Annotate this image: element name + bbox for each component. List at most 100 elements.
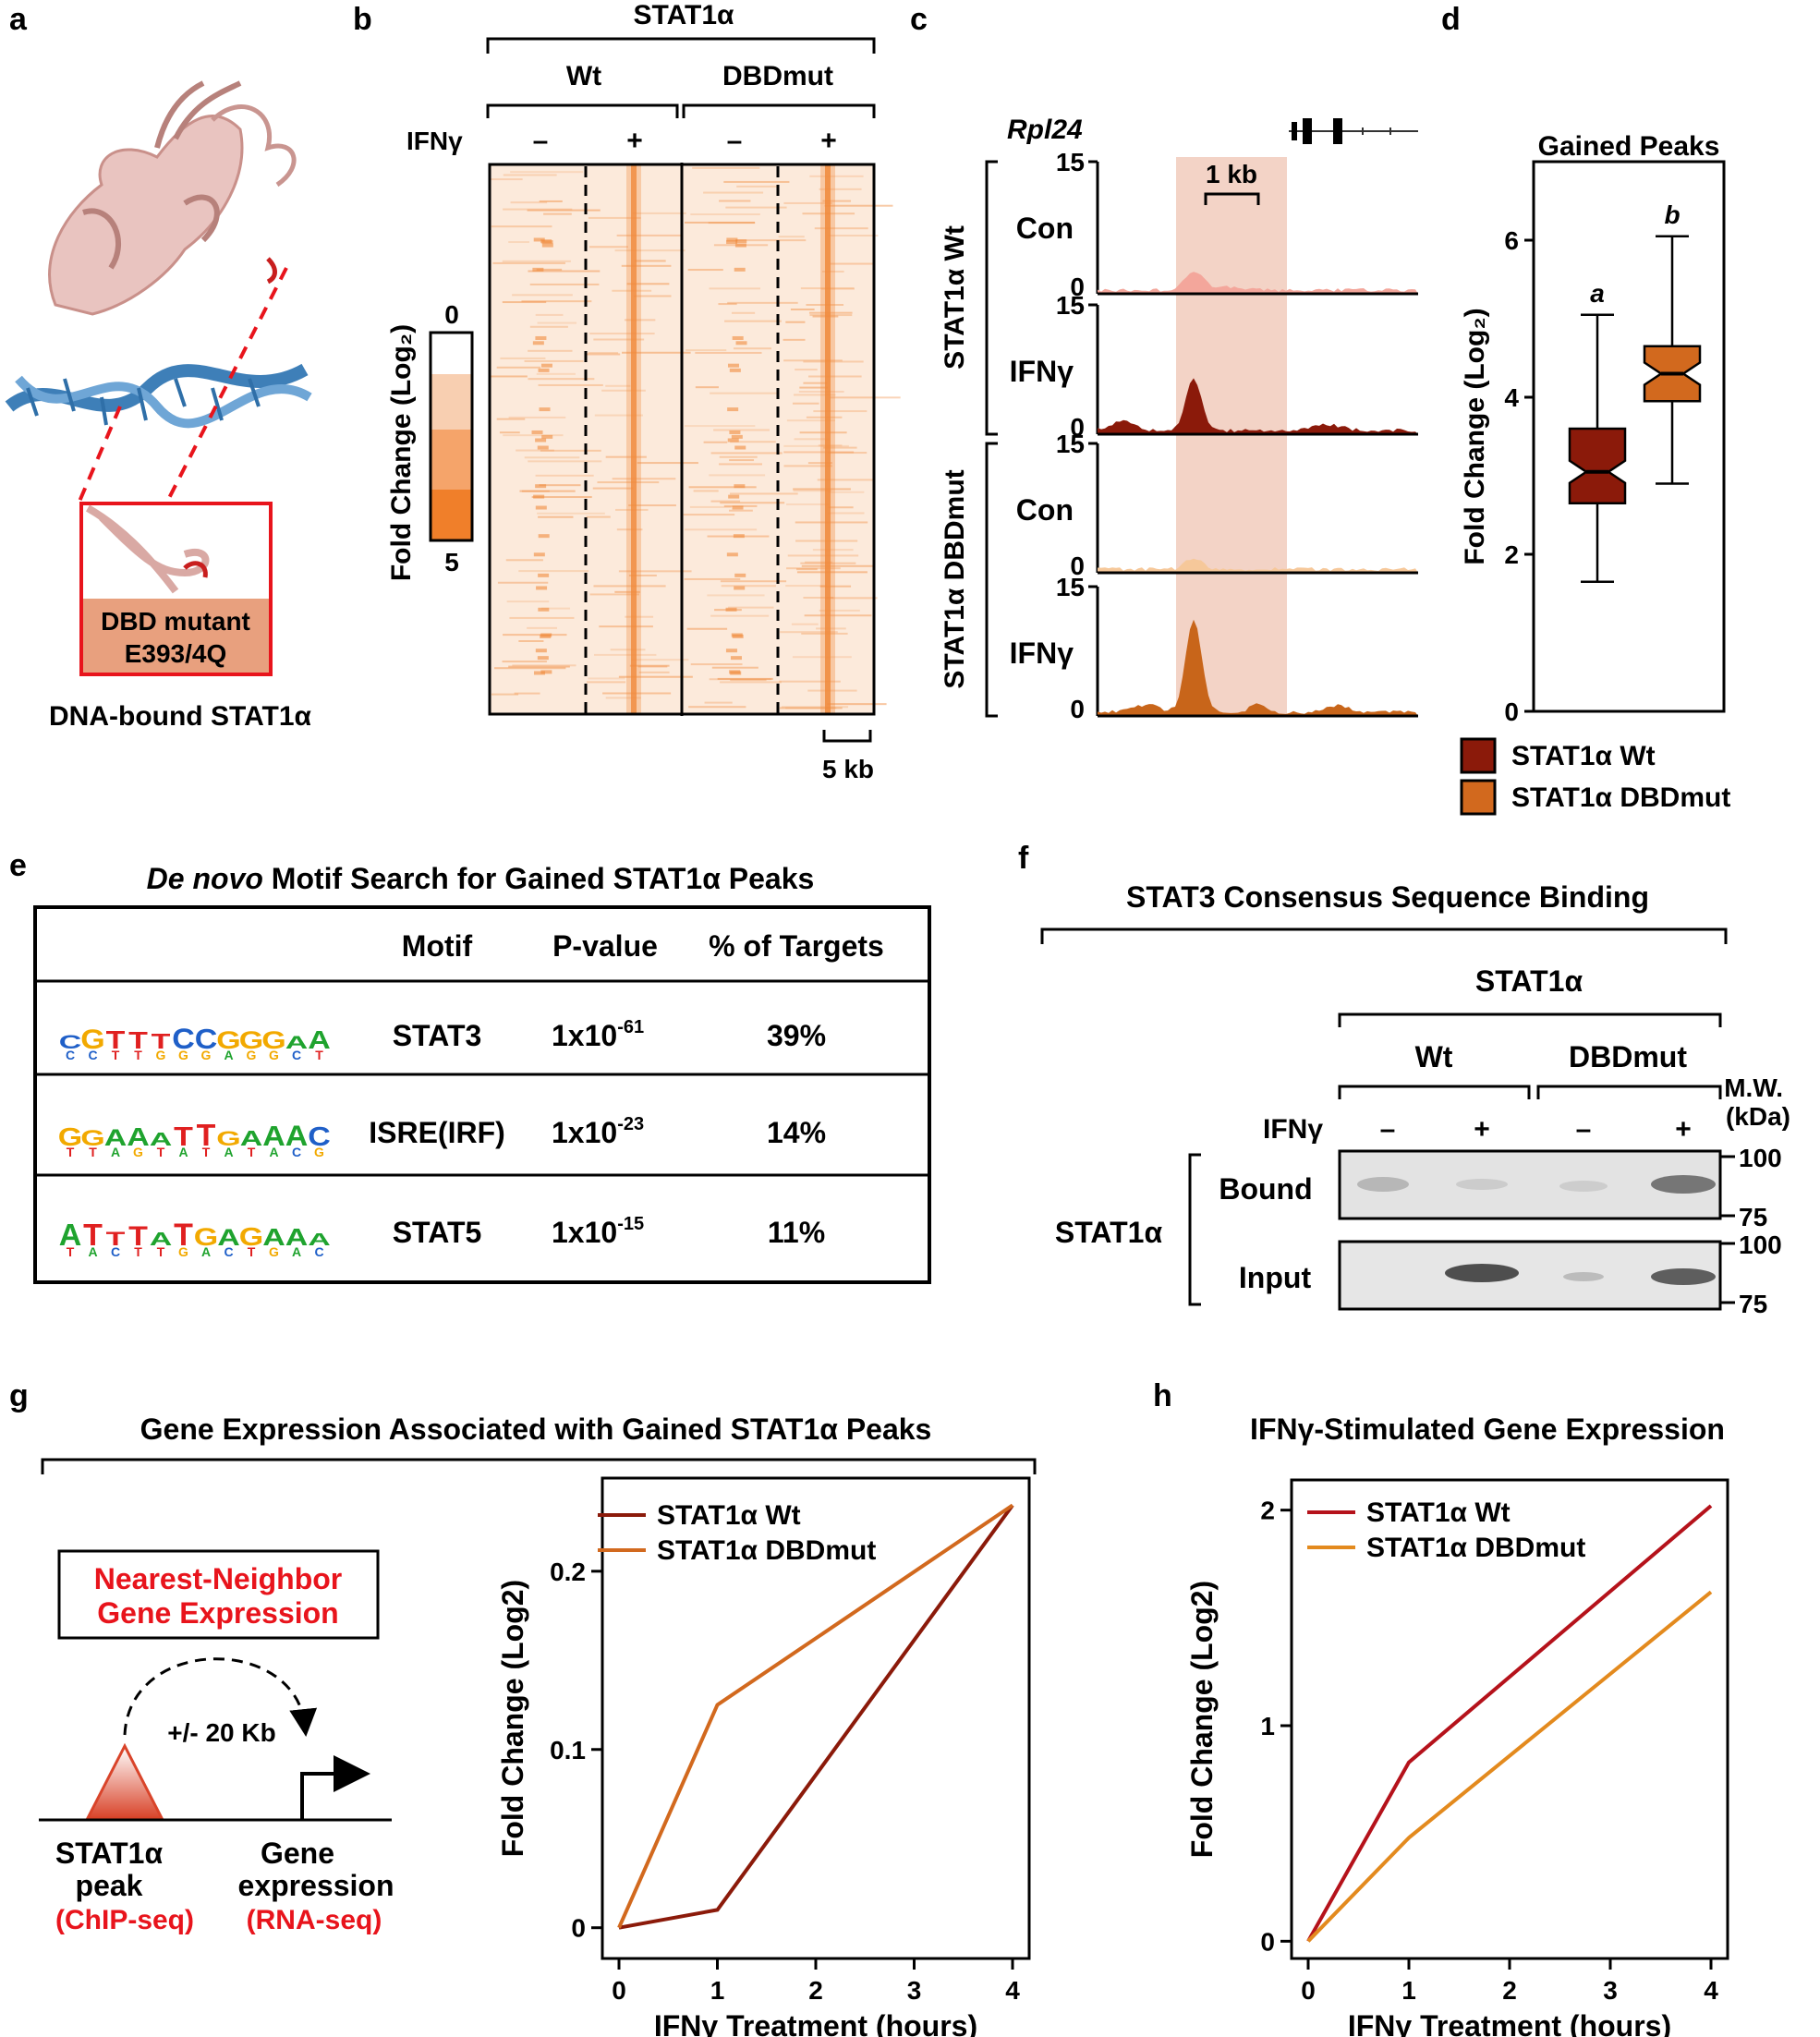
heatmap-texture bbox=[730, 441, 776, 443]
motif-letter: A bbox=[285, 1225, 309, 1251]
colorbar-title: Fold Change (Log₂) bbox=[386, 324, 417, 581]
heatmap-dot bbox=[535, 335, 547, 340]
heatmap-texture bbox=[503, 434, 564, 437]
heatmap-dot bbox=[734, 573, 746, 577]
heatmap-texture bbox=[540, 449, 601, 452]
gene-name: Rpl24 bbox=[1007, 115, 1083, 145]
track-ymin: 0 bbox=[1070, 413, 1085, 442]
heatmap-texture bbox=[785, 585, 828, 588]
heatmap-texture bbox=[708, 222, 756, 224]
heatmap-texture bbox=[605, 384, 631, 387]
motif-header-targets: % of Targets bbox=[709, 929, 884, 963]
heatmap-texture bbox=[820, 287, 855, 290]
bracket-blot-dbd bbox=[1536, 1085, 1722, 1099]
heatmap-dot bbox=[732, 505, 744, 510]
motif-letter: G bbox=[80, 1126, 104, 1151]
panel-g-title: Gene Expression Associated with Gained S… bbox=[140, 1413, 932, 1446]
heatmap-group-dbd: DBDmut bbox=[722, 61, 833, 91]
heatmap-texture bbox=[795, 521, 868, 524]
blot-row-input: Input bbox=[1239, 1261, 1312, 1294]
motif-letter-minor: C bbox=[314, 1244, 323, 1259]
nearest-neighbor-text-2: Gene Expression bbox=[97, 1596, 338, 1630]
heatmap-texture bbox=[710, 614, 770, 617]
blot-bound bbox=[1338, 1149, 1722, 1220]
heatmap-dot bbox=[535, 484, 547, 489]
heatmap-texture bbox=[528, 460, 602, 463]
heatmap-texture bbox=[497, 581, 549, 584]
heatmap-texture bbox=[505, 559, 543, 562]
motif-letter: G bbox=[261, 1026, 285, 1054]
heatmap-texture bbox=[527, 626, 557, 629]
heatmap-texture bbox=[799, 386, 829, 389]
motif-letter-minor: A bbox=[201, 1244, 211, 1259]
legend-swatch-wt bbox=[1460, 737, 1497, 774]
heatmap-texture bbox=[524, 456, 580, 459]
inset-text-1: DBD mutant bbox=[101, 607, 250, 636]
heatmap-dot bbox=[537, 656, 549, 661]
heatmap-texture bbox=[819, 188, 862, 190]
heatmap-texture bbox=[592, 487, 634, 490]
heatmap-texture bbox=[614, 590, 640, 593]
heatmap-texture bbox=[538, 515, 574, 518]
heatmap-texture bbox=[804, 614, 872, 617]
inset-structure bbox=[86, 504, 210, 594]
heatmap-texture bbox=[529, 283, 600, 285]
series-line-dbd bbox=[1306, 1590, 1713, 1943]
gene-label-1: Gene bbox=[261, 1837, 334, 1870]
bracket-blot-wt bbox=[1338, 1085, 1531, 1099]
marker-100-b: 100 bbox=[1739, 1231, 1782, 1259]
heatmap-texture bbox=[720, 580, 787, 583]
heatmap-texture bbox=[727, 301, 798, 304]
chart-ytick-label: 0 bbox=[1260, 1927, 1275, 1956]
heatmap-texture bbox=[539, 200, 563, 202]
heatmap-texture bbox=[828, 452, 868, 455]
heatmap-texture bbox=[535, 474, 594, 477]
heatmap-texture bbox=[733, 347, 772, 350]
heatmap-texture bbox=[787, 554, 859, 557]
motif-letter-minor: T bbox=[202, 1145, 211, 1159]
heatmap-dot bbox=[731, 434, 743, 439]
bracket-blot-stat1 bbox=[1338, 1012, 1722, 1027]
heatmap-texture bbox=[508, 241, 529, 244]
colorbar-max: 5 bbox=[444, 548, 459, 576]
heatmap-texture bbox=[801, 632, 848, 635]
blot-group-wt: Wt bbox=[1415, 1040, 1453, 1073]
heatmap-texture bbox=[514, 692, 540, 695]
heatmap-texture bbox=[814, 227, 868, 230]
heatmap-texture bbox=[807, 375, 862, 378]
heatmap-signal-dbd bbox=[825, 164, 831, 714]
track-ymax: 15 bbox=[1056, 291, 1085, 320]
track-ymin: 0 bbox=[1070, 552, 1085, 580]
motif-table-border bbox=[33, 905, 931, 1284]
heatmap-dot bbox=[735, 341, 747, 346]
motif-letter-minor: T bbox=[248, 1145, 256, 1159]
box-body bbox=[1568, 427, 1627, 504]
heatmap-texture bbox=[516, 449, 554, 452]
pvalue-base: 1x10 bbox=[552, 1116, 617, 1149]
heatmap-texture bbox=[792, 402, 819, 405]
heatmap-texture bbox=[796, 571, 868, 574]
marker-100-a: 100 bbox=[1739, 1144, 1782, 1172]
heatmap-texture bbox=[499, 431, 520, 434]
heatmap-texture bbox=[695, 351, 762, 354]
peak-label-1: STAT1α bbox=[55, 1837, 164, 1870]
heatmap-texture bbox=[778, 236, 805, 238]
heatmap-texture bbox=[780, 631, 838, 634]
motif-letter-minor: G bbox=[269, 1048, 279, 1062]
heatmap-texture bbox=[528, 349, 573, 352]
heatmap-texture bbox=[508, 416, 566, 418]
bracket-panel-g bbox=[41, 1458, 1037, 1474]
heatmap-texture bbox=[634, 260, 666, 262]
heatmap-texture bbox=[828, 235, 879, 237]
motif-letter: C bbox=[59, 1031, 82, 1053]
motif-letter: A bbox=[59, 1219, 82, 1252]
line-chart-g: 0 1 2 3 4 0 0.1 0.2 IFNγ Treatment (hours) Fold C… bbox=[496, 1476, 1031, 2037]
heatmap-dot bbox=[726, 552, 738, 557]
heatmap-dot bbox=[729, 368, 741, 372]
heatmap-dot bbox=[535, 649, 547, 653]
heatmap-texture bbox=[512, 664, 576, 667]
track-group-wt: STAT1α Wt bbox=[940, 225, 970, 370]
heatmap-texture bbox=[728, 606, 774, 609]
motif-name: STAT5 bbox=[393, 1216, 482, 1249]
